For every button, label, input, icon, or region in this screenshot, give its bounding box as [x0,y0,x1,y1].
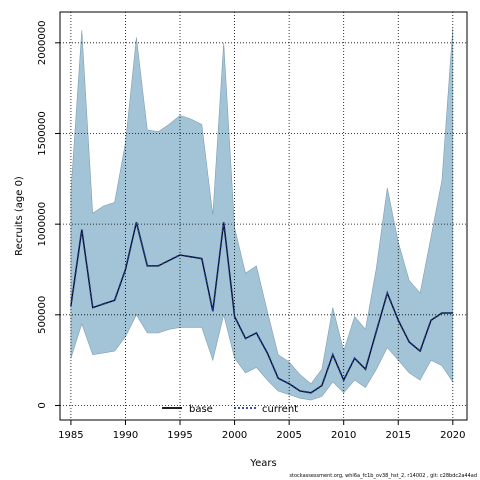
x-tick-label-1990: 1990 [113,430,138,441]
y-axis: 0 500000 1000000 1500000 2000000 [37,21,60,409]
y-axis-title: Recruits (age 0) [14,176,25,256]
x-axis: 1985 1990 1995 2000 2005 2010 2015 2020 [58,420,466,441]
series-layer [70,222,453,394]
legend: base current [162,404,298,415]
series-line-current [70,222,453,394]
x-tick-label-2020: 2020 [440,430,465,441]
x-tick-label-1995: 1995 [167,430,192,441]
x-tick-label-2005: 2005 [276,430,301,441]
legend-label-current: current [262,404,298,415]
legend-label-base: base [189,404,213,415]
footnote: stockassessment.org, whi6a_fc1b_ov38_hst… [289,473,477,479]
x-axis-title: Years [249,458,276,469]
x-tick-label-2010: 2010 [331,430,356,441]
y-tick-label-500000: 500000 [37,296,48,334]
plot-frame [59,11,468,421]
y-tick-label-1000000: 1000000 [37,202,48,247]
x-tick-label-2015: 2015 [386,430,411,441]
y-tick-label-1500000: 1500000 [37,111,48,156]
y-tick-label-2000000: 2000000 [37,21,48,66]
y-tick-label-0: 0 [37,402,48,408]
x-tick-label-1985: 1985 [58,430,83,441]
x-tick-label-2000: 2000 [222,430,247,441]
grid-layer [60,12,467,420]
